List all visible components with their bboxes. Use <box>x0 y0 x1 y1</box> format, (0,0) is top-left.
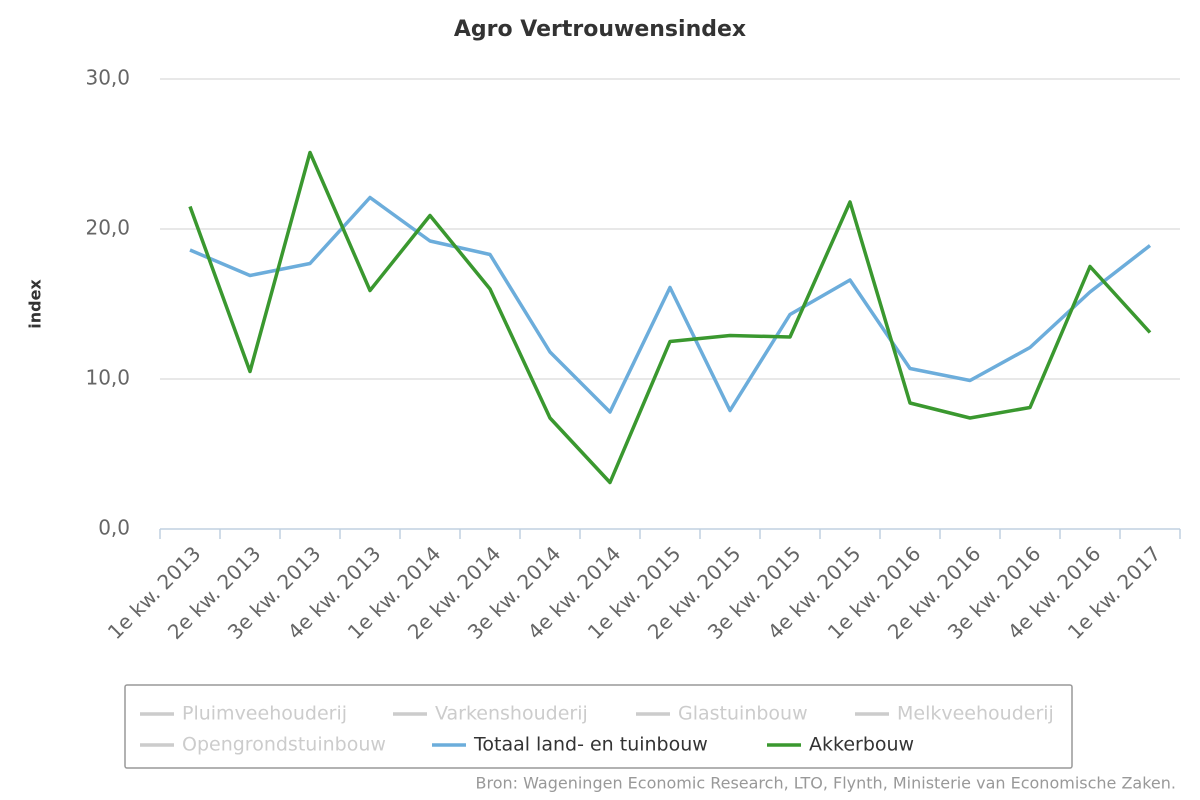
legend-box <box>124 684 1073 769</box>
y-tick-label: 30,0 <box>85 66 130 90</box>
y-axis-label: index <box>26 279 45 329</box>
line-series <box>189 195 1152 414</box>
source: Bron: Wageningen Economic Research, LTO,… <box>476 774 1177 793</box>
legend-label: Akkerbouw <box>809 734 914 756</box>
legend-label: Totaal land- en tuinbouw <box>473 734 708 756</box>
legend-label: Opengrondstuinbouw <box>182 734 386 756</box>
legend-label: Pluimveehouderij <box>182 703 347 725</box>
y-tick-label: 10,0 <box>85 366 130 390</box>
legend-label: Melkveehouderij <box>897 703 1054 725</box>
y-tick-label: 0,0 <box>98 516 130 540</box>
y-tick-label: 20,0 <box>85 216 130 240</box>
legend-label: Glastuinbouw <box>678 703 808 725</box>
legend-label: Varkenshouderij <box>435 703 588 725</box>
line-series <box>188 150 1152 485</box>
chart-title: Agro Vertrouwensindex <box>454 17 746 42</box>
